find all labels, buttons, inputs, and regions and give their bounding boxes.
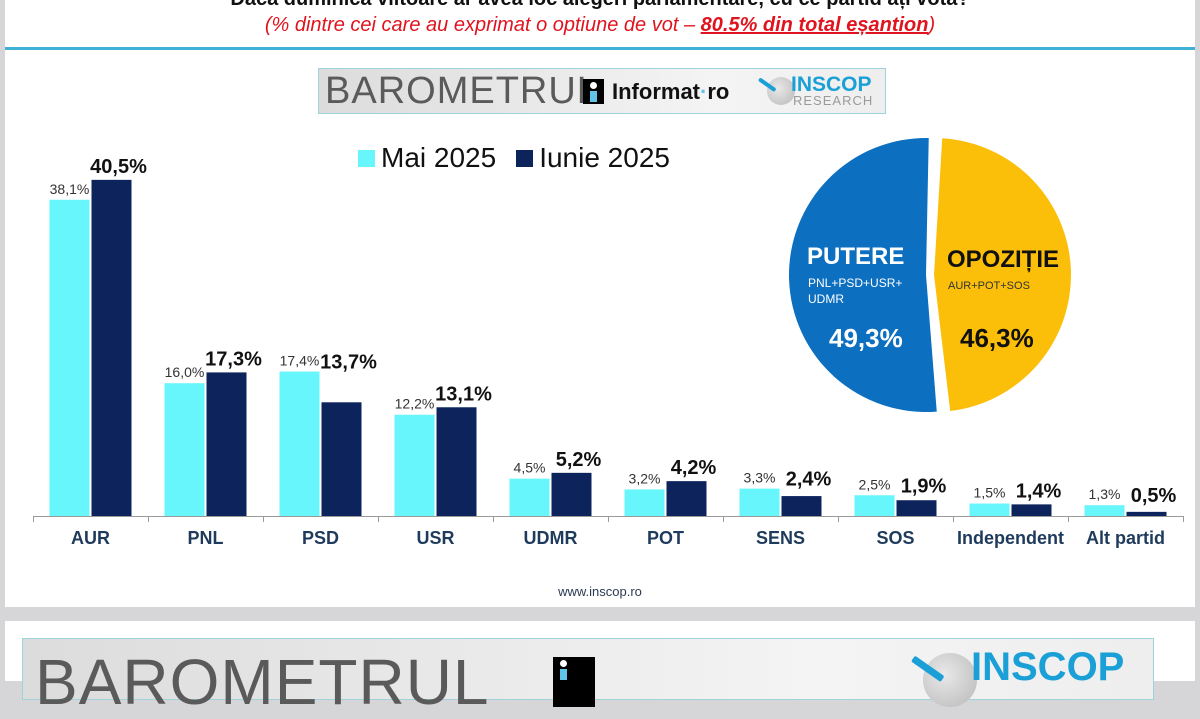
category-label: SOS <box>876 528 914 548</box>
chart-legend: Mai 2025 Iunie 2025 <box>358 142 690 174</box>
data-label-mai: 3,3% <box>744 470 776 486</box>
category-label: PNL <box>188 528 224 548</box>
legend-label-iunie: Iunie 2025 <box>539 142 670 173</box>
legend-item-mai: Mai 2025 <box>358 142 496 174</box>
data-label-iunie: 2,4% <box>786 469 832 491</box>
data-label-iunie: 4,2% <box>671 457 717 479</box>
pie-slice-putere <box>788 138 937 412</box>
bar-mai-2025 <box>164 383 205 516</box>
category-label: SENS <box>756 528 805 548</box>
bar-chart: 38,1%40,5% AUR 16,0%17,3% PNL 17,4% 13,7% PSD 1… <box>33 138 1184 548</box>
category-label: Independent <box>957 528 1064 548</box>
legend-swatch-mai <box>358 149 375 167</box>
category-label: PSD <box>302 528 339 548</box>
bar-iunie-2025 <box>551 472 592 516</box>
inscop-research: RESEARCH <box>793 93 874 108</box>
chart-title: Dacă duminica viitoare ar avea loc alege… <box>0 0 1200 11</box>
pie-detail-putere-2: UDMR <box>808 292 844 306</box>
data-label-mai: 17,4% <box>280 353 320 369</box>
category-label: AUR <box>71 528 110 548</box>
data-label-mai: 1,5% <box>974 485 1006 501</box>
bar-mai-2025 <box>969 503 1010 516</box>
bar-iunie-2025 <box>321 402 362 516</box>
bar-iunie-2025 <box>1011 504 1052 516</box>
informat-logo-icon <box>583 79 604 104</box>
pie-detail-putere: PNL+PSD+USR+ <box>808 276 902 290</box>
bar-mai-2025 <box>509 478 550 516</box>
data-label-iunie: 5,2% <box>556 449 602 471</box>
data-label-mai: 1,3% <box>1089 486 1121 502</box>
legend-label-mai: Mai 2025 <box>381 142 497 173</box>
chart-subtitle: (% dintre cei care au exprimat o optiune… <box>0 14 1200 37</box>
pie-label-putere: PUTERE <box>807 243 904 270</box>
bar-mai-2025 <box>624 489 665 516</box>
category-label: USR <box>416 528 454 548</box>
pie-slice-opozitie <box>934 138 1071 412</box>
source-footer: www.inscop.ro <box>558 584 642 599</box>
bar-mai-2025 <box>1084 505 1125 516</box>
bar-mai-2025 <box>739 488 780 516</box>
bar-mai-2025 <box>394 414 435 516</box>
data-label-mai: 4,5% <box>514 460 546 476</box>
bar-mai-2025 <box>49 199 90 516</box>
bar-iunie-2025 <box>666 481 707 516</box>
pie-detail-opozitie: AUR+POT+SOS <box>948 280 1030 292</box>
data-label-mai: 12,2% <box>395 396 435 412</box>
bar-iunie-2025 <box>781 496 822 516</box>
data-label-mai: 3,2% <box>629 470 661 486</box>
data-label-iunie: 1,9% <box>901 475 947 497</box>
pie-value-putere: 49,3% <box>829 323 903 353</box>
inscop-logo: INSCOP <box>791 73 872 96</box>
bar-iunie-2025 <box>206 372 247 516</box>
pie-value-opozitie: 46,3% <box>960 323 1034 353</box>
data-label-mai: 38,1% <box>50 181 90 197</box>
bar-iunie-2025 <box>896 500 937 516</box>
subtitle-suffix: ) <box>928 14 936 36</box>
bar-iunie-2025 <box>91 179 132 516</box>
legend-item-iunie: Iunie 2025 <box>516 142 670 174</box>
informat-logo: Informat·ro <box>612 79 730 104</box>
data-label-iunie: 17,3% <box>205 348 262 370</box>
data-label-mai: 2,5% <box>859 476 891 492</box>
barometru-wordmark: BAROMETRUL <box>325 70 599 112</box>
bar-mai-2025 <box>279 371 320 516</box>
data-label-iunie: 13,7% <box>320 352 377 374</box>
category-label: POT <box>647 528 684 548</box>
legend-swatch-iunie <box>516 149 534 167</box>
header-divider <box>5 47 1195 50</box>
data-label-iunie: 13,1% <box>435 383 492 405</box>
data-label-iunie: 1,4% <box>1016 480 1062 502</box>
bar-mai-2025 <box>854 495 895 516</box>
barometru-banner: BAROMETRUL Informat·ro INSCOP RESEARCH <box>318 68 886 114</box>
data-label-iunie: 40,5% <box>90 156 147 178</box>
bar-iunie-2025 <box>1126 511 1167 516</box>
category-label: Alt partid <box>1086 528 1165 548</box>
pie-label-opozitie: OPOZIȚIE <box>947 246 1059 273</box>
data-label-iunie: 0,5% <box>1131 485 1177 507</box>
data-label-mai: 16,0% <box>165 364 205 380</box>
bar-iunie-2025 <box>436 407 477 516</box>
category-label: UDMR <box>524 528 578 548</box>
subtitle-prefix: (% dintre cei care au exprimat o optiune… <box>264 14 701 36</box>
subtitle-emphasis: 80.5% din total eșantion <box>700 14 929 36</box>
